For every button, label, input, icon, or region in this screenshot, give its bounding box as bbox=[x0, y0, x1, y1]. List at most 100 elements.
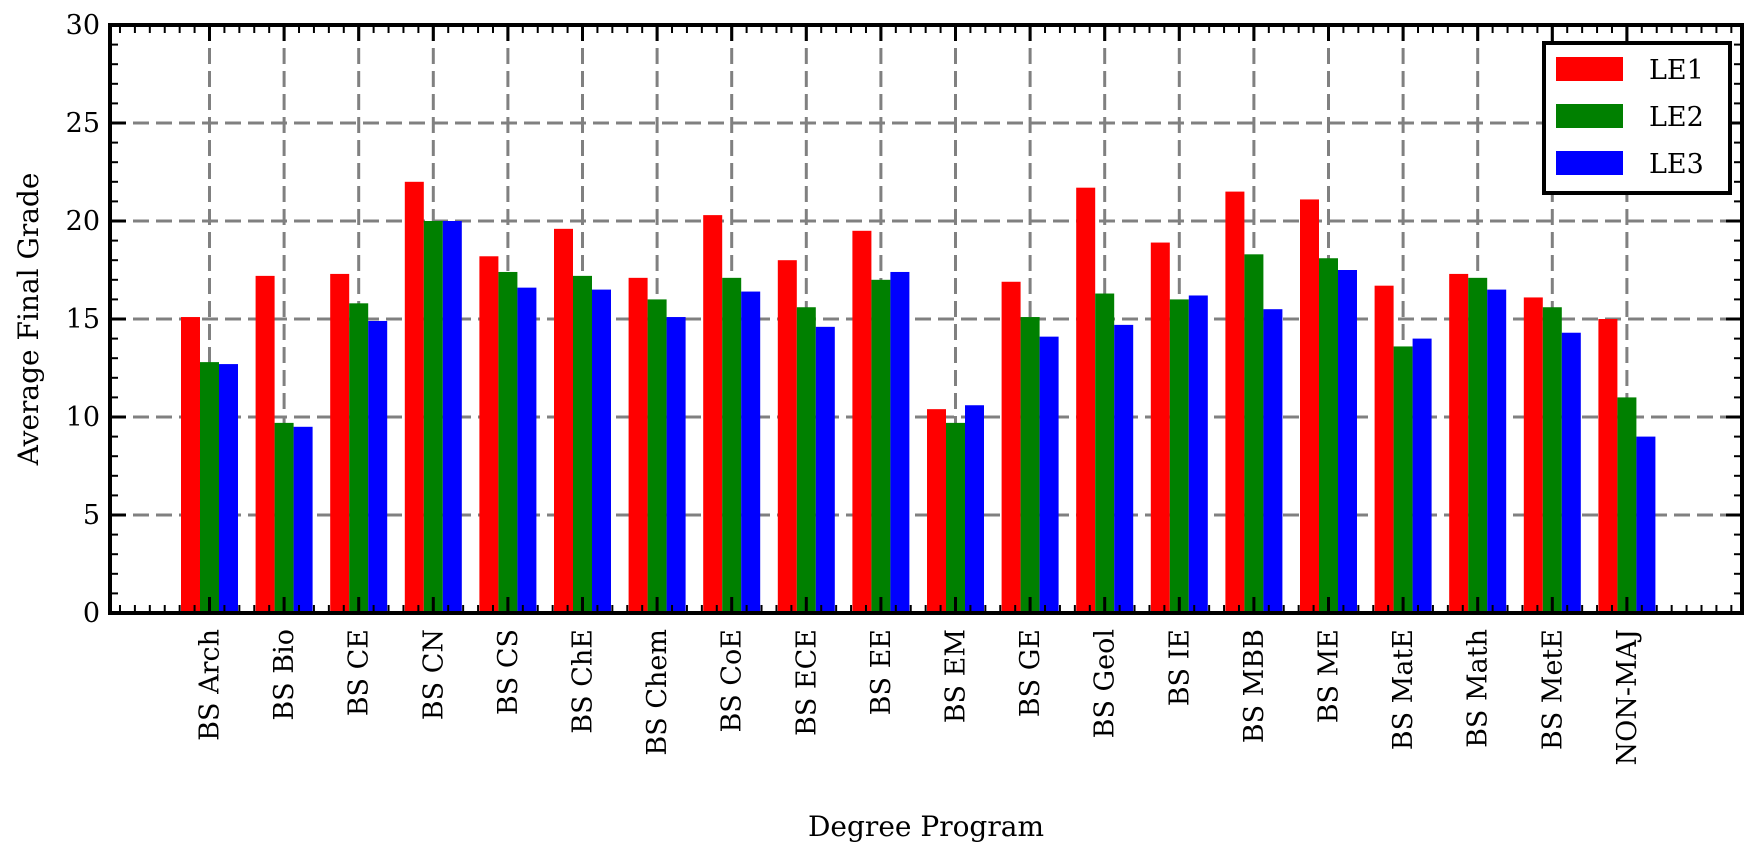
plot-frame bbox=[108, 23, 1744, 615]
bar-le2 bbox=[796, 307, 816, 613]
bar-le3 bbox=[1188, 295, 1208, 613]
bar-le1 bbox=[1300, 199, 1319, 613]
bar-le1 bbox=[1225, 191, 1245, 613]
legend-swatch-le2 bbox=[1556, 104, 1623, 128]
bar-le3 bbox=[1487, 289, 1507, 613]
bar-le1 bbox=[554, 228, 573, 613]
bar-le3 bbox=[517, 287, 537, 613]
bar-le2 bbox=[200, 362, 219, 613]
bar-le3 bbox=[1338, 270, 1357, 613]
x-tick-label: BS CN bbox=[418, 629, 449, 720]
bar-le2 bbox=[423, 221, 443, 613]
bar-le3 bbox=[815, 326, 835, 613]
bar-le1 bbox=[628, 277, 648, 613]
bar-le2 bbox=[274, 422, 294, 613]
bar-le2 bbox=[349, 303, 369, 613]
bar-le1 bbox=[1449, 273, 1469, 613]
x-tick-label: BS Bio bbox=[269, 629, 300, 721]
bar-le3 bbox=[890, 271, 910, 613]
bar-le1 bbox=[1076, 187, 1096, 613]
y-axis-title: Average Final Grade bbox=[12, 173, 45, 467]
x-tick-label: NON-MAJ bbox=[1612, 629, 1643, 765]
bar-le1 bbox=[404, 181, 424, 614]
bar-le3 bbox=[368, 320, 388, 613]
bar-le2 bbox=[1020, 317, 1040, 613]
x-tick-label: BS Math bbox=[1463, 629, 1494, 748]
x-axis-title: Degree Program bbox=[808, 810, 1044, 843]
bar-le2 bbox=[1095, 293, 1115, 613]
x-tick-label: BS ChE bbox=[568, 629, 599, 734]
x-tick-label: BS Chem bbox=[642, 629, 673, 756]
x-tick-label: BS ME bbox=[1314, 629, 1345, 723]
bar-le1 bbox=[777, 260, 797, 613]
bar-le1 bbox=[479, 256, 499, 613]
bar-le3 bbox=[666, 317, 686, 613]
x-tick-label: BS GE bbox=[1015, 629, 1046, 717]
bar-le2 bbox=[1617, 397, 1637, 613]
bar-le3 bbox=[965, 405, 984, 613]
x-tick-label: BS ECE bbox=[791, 629, 822, 736]
bar-le2 bbox=[573, 275, 592, 613]
bars bbox=[181, 181, 1656, 614]
x-tick-label: BS IE bbox=[1164, 629, 1195, 706]
legend: LE1 LE2 LE3 bbox=[1542, 41, 1732, 195]
y-tick-label: 20 bbox=[66, 206, 100, 237]
x-tick-label: BS CoE bbox=[717, 629, 748, 733]
x-tick-label: BS Geol bbox=[1090, 629, 1121, 738]
bar-le1 bbox=[1150, 242, 1170, 613]
bar-le3 bbox=[442, 221, 462, 613]
bar-le3 bbox=[1263, 309, 1283, 613]
y-tick-label: 10 bbox=[66, 402, 100, 433]
bar-le3 bbox=[1114, 324, 1134, 613]
x-tick-label: BS MBB bbox=[1239, 629, 1270, 743]
x-tick-label: BS EM bbox=[941, 629, 972, 723]
bar-le1 bbox=[1523, 297, 1543, 613]
bar-le1 bbox=[927, 409, 946, 613]
x-tick-label: BS Arch bbox=[195, 629, 226, 741]
bar-le2 bbox=[1319, 258, 1338, 613]
bar-le1 bbox=[703, 215, 723, 613]
bar-le3 bbox=[293, 426, 313, 613]
bar-le2 bbox=[1244, 254, 1264, 613]
legend-swatch-le3 bbox=[1556, 151, 1623, 175]
bar-le2 bbox=[1468, 277, 1488, 613]
bar-le3 bbox=[1636, 436, 1656, 613]
bar-le3 bbox=[1412, 338, 1432, 613]
bar-le2 bbox=[871, 279, 891, 613]
bar-le1 bbox=[181, 317, 200, 613]
x-tick-label: BS CE bbox=[344, 629, 375, 716]
legend-label-le1: LE1 bbox=[1649, 55, 1704, 86]
y-tick-label: 5 bbox=[83, 500, 100, 531]
tick-labels: 0 5 10 15 20 25 30 BS Arch BS Bio BS CE BS CN BS CS… bbox=[66, 10, 1643, 765]
bar-le1 bbox=[330, 273, 350, 613]
x-tick-label: BS MetE bbox=[1537, 629, 1568, 750]
bar-le1 bbox=[1598, 319, 1618, 613]
bar-le3 bbox=[741, 291, 761, 613]
bar-le2 bbox=[946, 422, 965, 613]
bar-le1 bbox=[852, 230, 872, 614]
y-tick-label: 25 bbox=[66, 108, 100, 139]
bar-le2 bbox=[722, 277, 742, 613]
x-tick-label: BS EE bbox=[866, 629, 897, 715]
x-tick-label: BS MatE bbox=[1388, 629, 1419, 750]
bar-le3 bbox=[1561, 332, 1581, 613]
legend-label-le3: LE3 bbox=[1649, 149, 1704, 180]
y-tick-label: 0 bbox=[83, 598, 100, 629]
bar-le1 bbox=[255, 275, 275, 613]
legend-swatch-le1 bbox=[1556, 57, 1623, 81]
bar-le3 bbox=[592, 289, 611, 613]
legend-label-le2: LE2 bbox=[1649, 102, 1704, 133]
bar-le1 bbox=[1374, 285, 1394, 613]
y-tick-label: 15 bbox=[66, 304, 100, 335]
y-tick-label: 30 bbox=[66, 10, 100, 41]
bar-le3 bbox=[219, 364, 238, 613]
bar-le2 bbox=[1169, 299, 1189, 613]
x-tick-label: BS CS bbox=[493, 629, 524, 715]
bar-le3 bbox=[1039, 336, 1059, 613]
bar-le2 bbox=[1393, 346, 1413, 613]
bar-le1 bbox=[1001, 281, 1021, 613]
bar-le2 bbox=[647, 299, 667, 613]
bar-le2 bbox=[498, 271, 518, 613]
bar-le2 bbox=[1542, 307, 1562, 613]
